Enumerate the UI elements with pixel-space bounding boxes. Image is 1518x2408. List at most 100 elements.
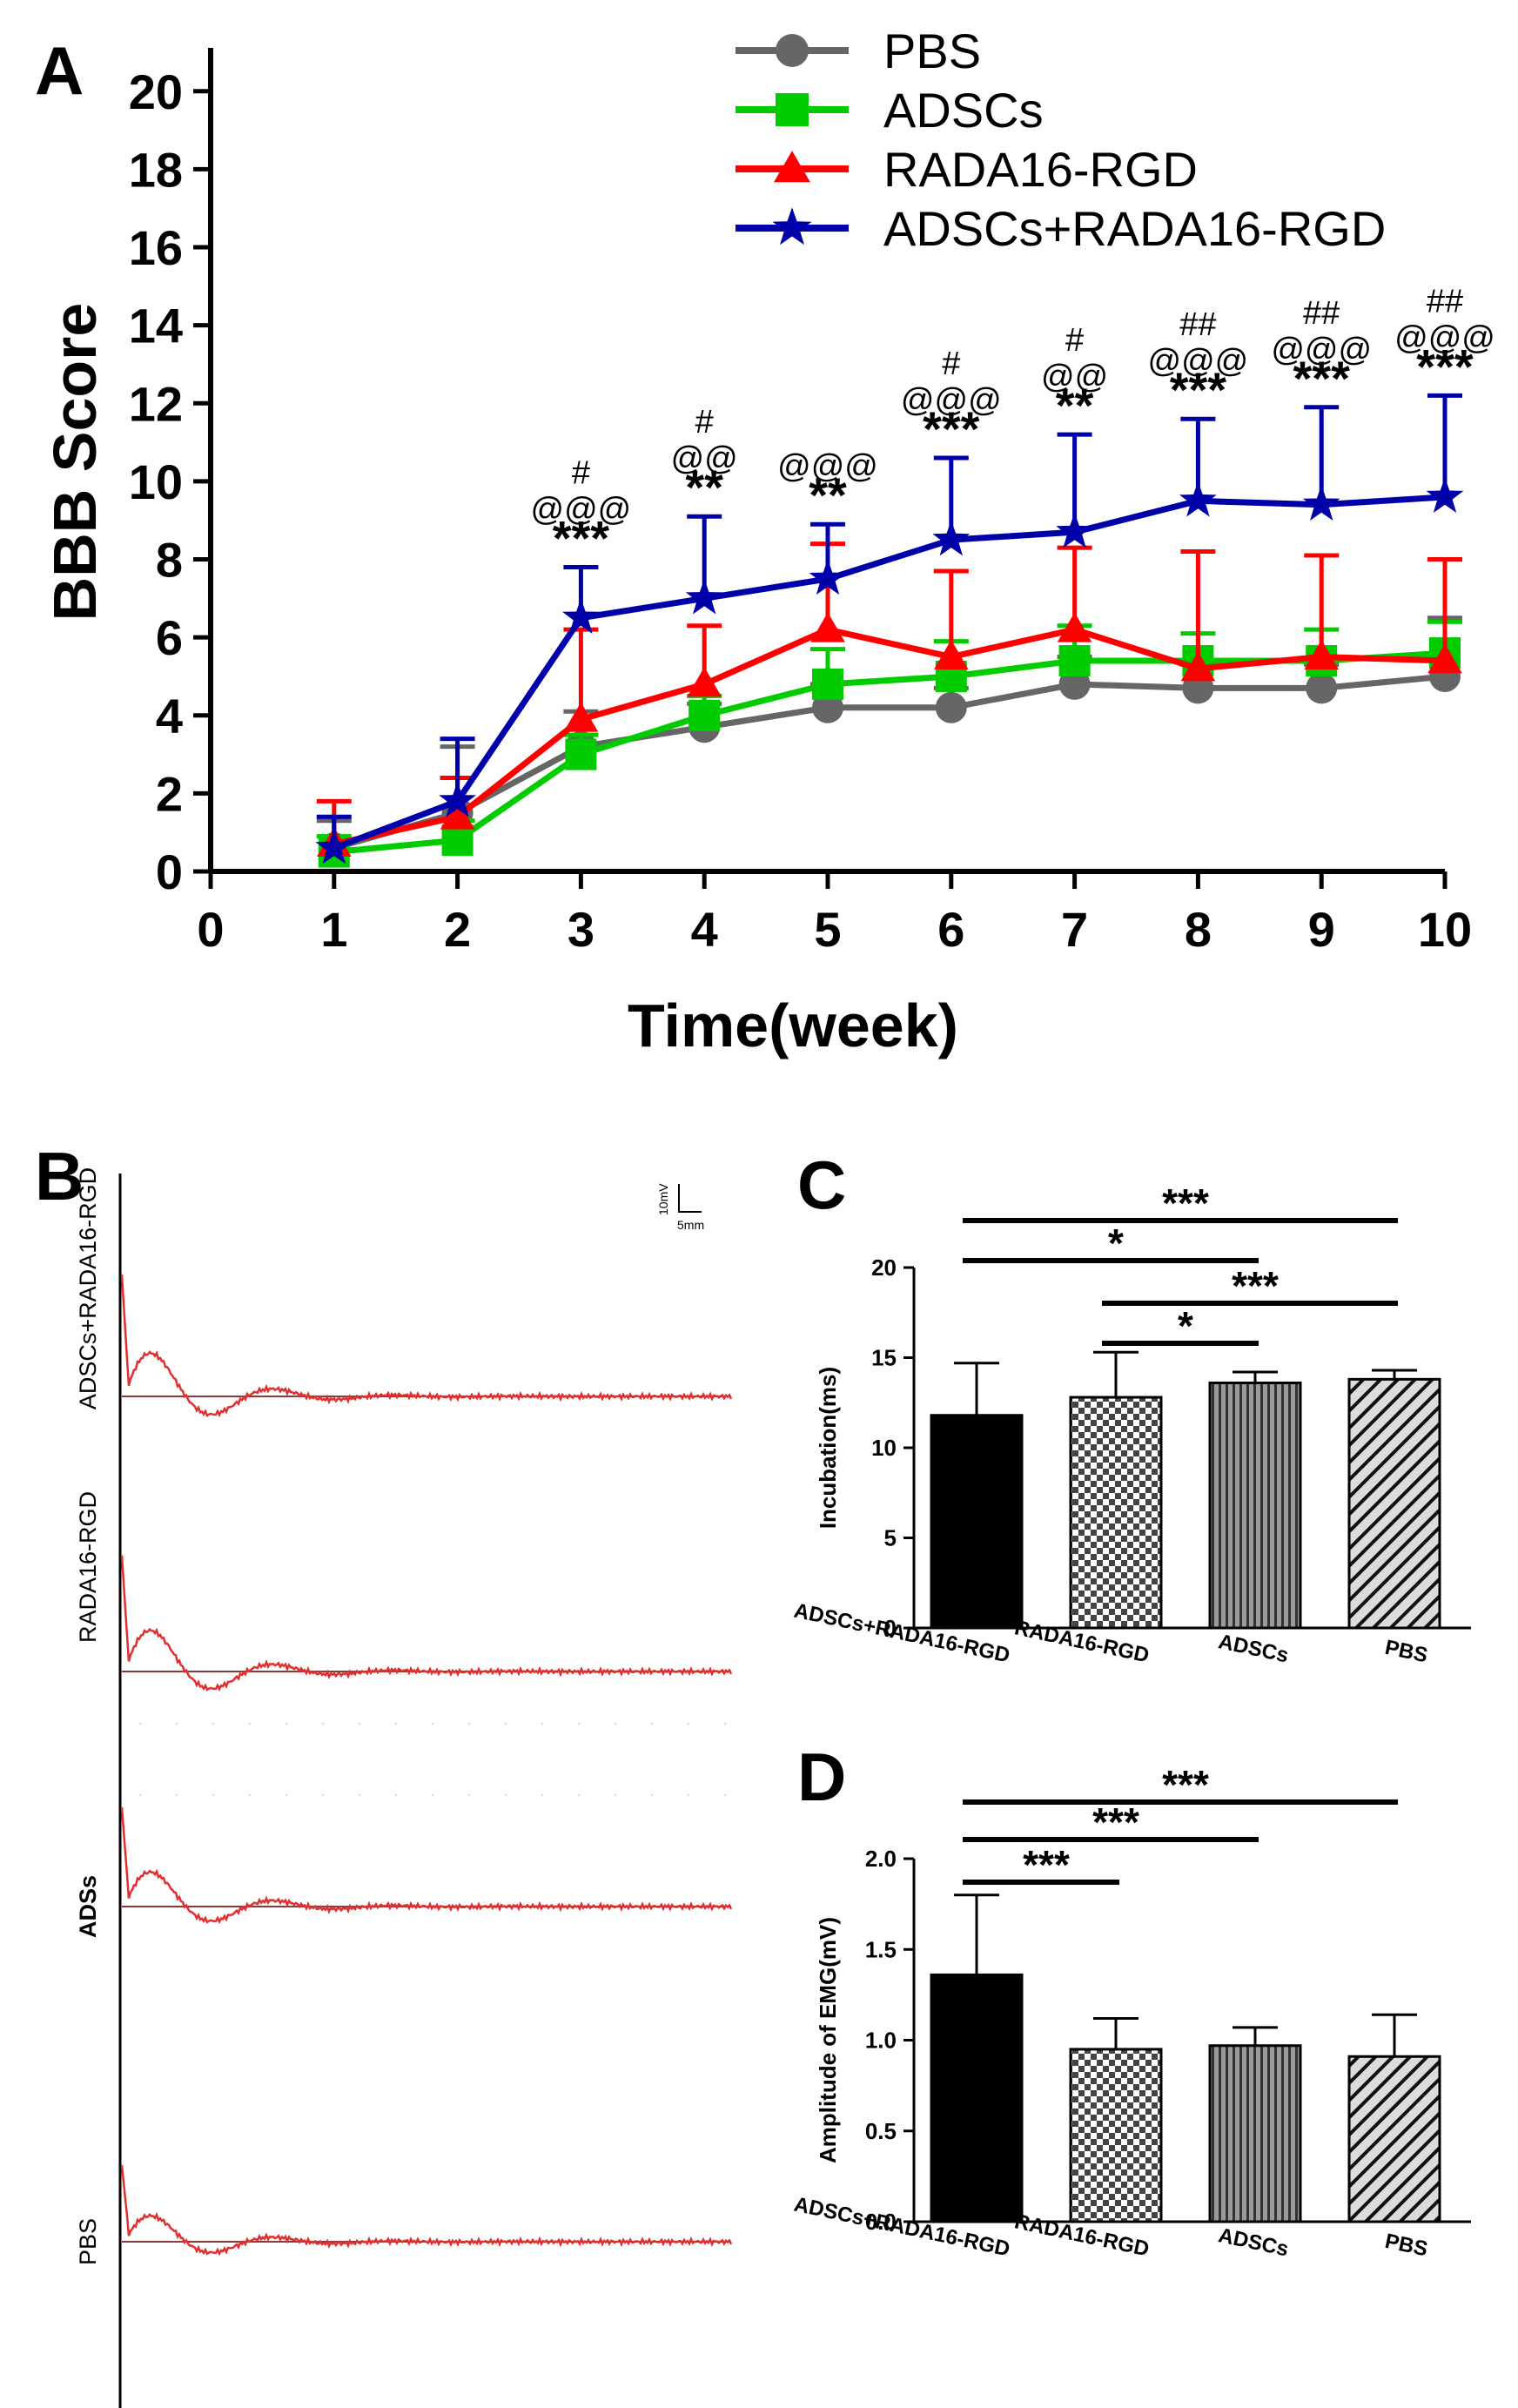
y-tick-label: 0.0 — [865, 2209, 897, 2235]
significance-label: *** — [1162, 1180, 1209, 1226]
series-line — [333, 649, 1446, 856]
bar — [1208, 1381, 1302, 1630]
y-tick-label: 14 — [129, 299, 183, 353]
data-point — [935, 691, 967, 723]
bar — [1069, 1396, 1163, 1630]
y-tick-label: 18 — [129, 142, 183, 197]
significance-mark: ## — [1303, 295, 1340, 332]
legend-label: ADSCs — [883, 83, 1044, 138]
data-point — [1302, 485, 1340, 521]
y-tick-label: 5 — [884, 1525, 897, 1551]
y-tick-label: 0 — [884, 1615, 897, 1641]
x-tick-label: 0 — [197, 902, 224, 957]
emg-trace — [120, 1555, 733, 1692]
series-pbs — [316, 615, 1462, 864]
bar — [930, 1973, 1024, 2223]
series-rada16-rgd — [316, 541, 1462, 858]
data-point — [1179, 481, 1217, 517]
x-axis-title: Time(week) — [628, 992, 958, 1059]
panel-label-a: A — [35, 32, 84, 109]
emg-traces-panel: 10mV 5mm ADSCs+RADA16-RGD RADA16-RGD ADSs PBS — [75, 1167, 733, 2408]
trace-label: ADSCs+RADA16-RGD — [75, 1167, 101, 1409]
trace-label: RADA16-RGD — [75, 1491, 101, 1643]
scale-bar-time-label: 5mm — [677, 1218, 704, 1232]
significance-mark: # — [572, 454, 590, 491]
significance-label: *** — [1232, 1263, 1279, 1308]
x-category-label: PBS — [1383, 2230, 1430, 2262]
legend-swatch-marker — [776, 93, 809, 126]
data-point — [1306, 672, 1338, 704]
series-line — [332, 494, 1446, 851]
data-point — [1057, 612, 1092, 642]
data-point — [1058, 645, 1091, 677]
significance-mark: ** — [685, 460, 723, 515]
x-category-label: ADSCs — [1216, 1630, 1290, 1667]
y-axis-title: BBB Score — [41, 303, 109, 622]
emg-trace — [120, 1806, 733, 1925]
data-point — [1304, 639, 1339, 669]
y-tick-label: 20 — [129, 64, 183, 119]
significance-mark: *** — [1293, 351, 1351, 406]
y-tick-label: 10 — [129, 454, 183, 509]
x-tick-label: 8 — [1185, 902, 1212, 957]
data-point — [563, 702, 599, 732]
data-point — [1056, 512, 1093, 548]
significance-mark: @@@ — [1394, 319, 1495, 356]
y-tick-label: 2.0 — [865, 1846, 897, 1872]
y-tick-label: 1.5 — [865, 1936, 897, 1962]
y-tick-label: 1.0 — [865, 2028, 897, 2054]
x-tick-label: 6 — [937, 902, 964, 957]
significance-mark: @@ — [1041, 359, 1108, 395]
legend-label: RADA16-RGD — [883, 142, 1198, 197]
x-category-label: ADSCs — [1216, 2223, 1290, 2261]
x-tick-label: 1 — [320, 902, 347, 957]
x-tick-label: 4 — [691, 902, 718, 957]
y-tick-label: 2 — [156, 766, 183, 821]
x-tick-label: 2 — [444, 902, 471, 957]
y-tick-label: 6 — [156, 610, 183, 665]
significance-mark: @@@ — [777, 448, 878, 485]
panel-label-d: D — [797, 1739, 846, 1815]
emg-trace — [120, 1274, 733, 1418]
data-point — [315, 828, 353, 864]
x-tick-label: 5 — [814, 902, 841, 957]
y-tick-label: 16 — [129, 220, 183, 275]
x-tick-label: 10 — [1418, 902, 1472, 957]
panel-label-b: B — [35, 1138, 84, 1214]
y-tick-label: 8 — [156, 533, 183, 588]
bar — [1347, 2055, 1441, 2223]
data-point — [812, 668, 843, 700]
emg-trace — [120, 2164, 733, 2257]
y-tick-label: 20 — [871, 1254, 897, 1281]
legend-label: PBS — [883, 24, 981, 78]
data-point — [440, 799, 475, 830]
significance-mark: ## — [1179, 306, 1216, 343]
y-tick-label: 4 — [156, 689, 183, 743]
significance-mark: ** — [1056, 378, 1094, 433]
y-tick-label: 0.5 — [865, 2118, 897, 2144]
data-point — [810, 612, 845, 642]
x-tick-label: 3 — [568, 902, 594, 957]
significance-mark: *** — [1170, 362, 1227, 417]
y-tick-label: 12 — [129, 376, 183, 431]
significance-mark: # — [695, 404, 714, 441]
scale-bar-voltage-label: 10mV — [656, 1183, 670, 1215]
significance-mark: @@@ — [531, 491, 632, 528]
significance-mark: @@@ — [1148, 343, 1249, 380]
scale-bar — [678, 1184, 702, 1213]
bar — [930, 1414, 1024, 1630]
series-line — [333, 626, 1446, 848]
data-point — [688, 699, 721, 731]
data-point — [1427, 643, 1462, 674]
y-axis-title: Incubation(ms) — [815, 1367, 841, 1529]
panel-label-c: C — [797, 1147, 846, 1223]
significance-mark: ## — [1427, 283, 1463, 319]
x-tick-label: 7 — [1061, 902, 1088, 957]
significance-mark: @@@ — [1271, 332, 1372, 368]
bar — [1347, 1377, 1441, 1630]
significance-label: * — [1108, 1221, 1124, 1266]
y-tick-label: 10 — [871, 1435, 897, 1461]
